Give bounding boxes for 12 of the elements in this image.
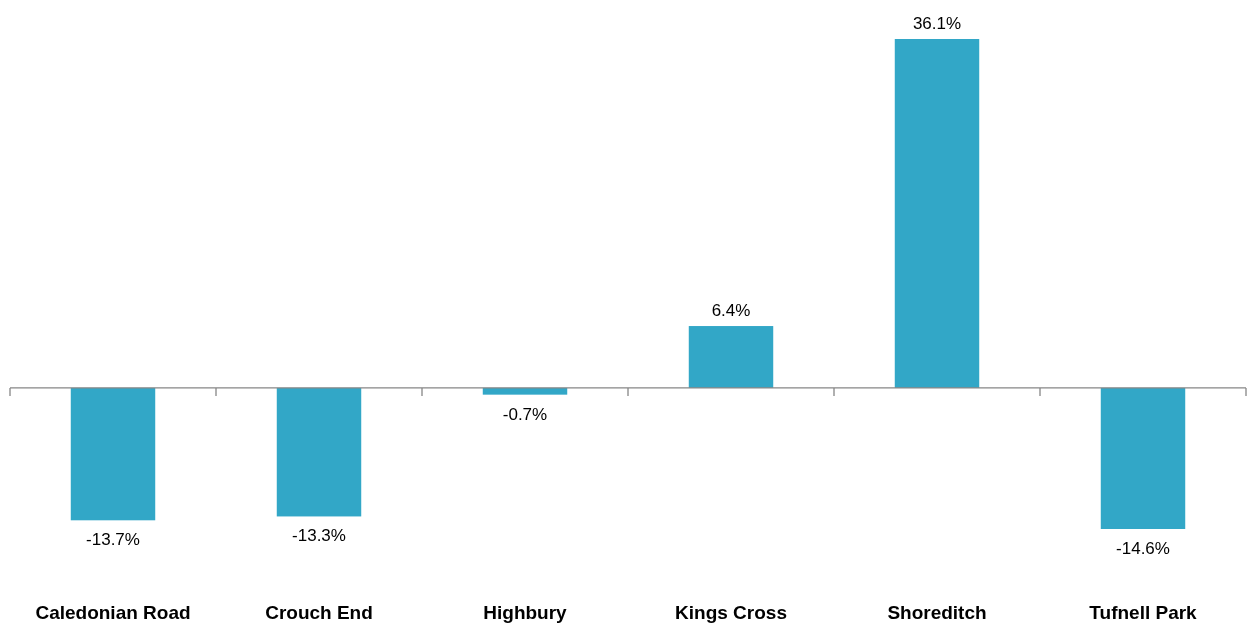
x-tick-label: Highbury [483, 602, 568, 623]
x-tick-label: Caledonian Road [35, 602, 191, 623]
x-tick-label: Tufnell Park [1089, 602, 1198, 623]
x-tick-label: Shoreditch [887, 602, 987, 623]
data-label: -13.3% [292, 526, 346, 546]
data-label: -13.7% [86, 530, 140, 550]
data-label: 6.4% [711, 301, 751, 321]
x-tick-label: Crouch End [265, 602, 373, 623]
data-label: -0.7% [502, 404, 548, 424]
x-tick-label: Kings Cross [675, 602, 787, 623]
data-label: 36.1% [912, 14, 962, 33]
data-label: -14.6% [1116, 539, 1170, 558]
